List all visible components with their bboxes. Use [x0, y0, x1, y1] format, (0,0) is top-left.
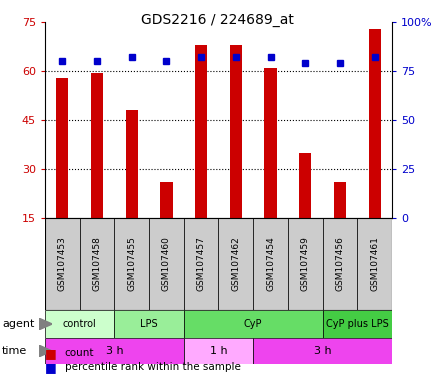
- Text: CyP: CyP: [243, 319, 262, 329]
- Text: ■: ■: [45, 347, 56, 360]
- Polygon shape: [39, 318, 52, 330]
- Bar: [149, 218, 184, 310]
- Bar: [253, 218, 287, 310]
- Bar: [299, 153, 311, 218]
- Text: percentile rank within the sample: percentile rank within the sample: [64, 362, 240, 372]
- Text: 1 h: 1 h: [209, 346, 227, 356]
- Bar: [56, 78, 68, 218]
- Bar: [91, 73, 103, 218]
- Bar: [45, 218, 79, 310]
- Text: GDS2216 / 224689_at: GDS2216 / 224689_at: [141, 13, 293, 27]
- Text: agent: agent: [2, 319, 34, 329]
- Text: GSM107460: GSM107460: [161, 237, 171, 291]
- Bar: [229, 45, 241, 218]
- Bar: [322, 218, 356, 310]
- Text: GSM107453: GSM107453: [58, 237, 67, 291]
- Bar: [45, 338, 184, 364]
- Text: GSM107459: GSM107459: [300, 237, 309, 291]
- Polygon shape: [39, 345, 52, 357]
- Text: 3 h: 3 h: [105, 346, 123, 356]
- Text: time: time: [2, 346, 27, 356]
- Bar: [333, 182, 345, 218]
- Text: GSM107454: GSM107454: [266, 237, 274, 291]
- Bar: [368, 28, 380, 218]
- Text: control: control: [62, 319, 96, 329]
- Bar: [160, 182, 172, 218]
- Bar: [322, 310, 391, 338]
- Text: count: count: [64, 348, 94, 358]
- Bar: [287, 218, 322, 310]
- Bar: [114, 218, 149, 310]
- Bar: [45, 310, 114, 338]
- Bar: [184, 218, 218, 310]
- Text: ■: ■: [45, 361, 56, 374]
- Bar: [356, 218, 391, 310]
- Bar: [79, 218, 114, 310]
- Bar: [218, 218, 253, 310]
- Text: GSM107462: GSM107462: [231, 237, 240, 291]
- Text: GSM107455: GSM107455: [127, 237, 136, 291]
- Text: CyP plus LPS: CyP plus LPS: [325, 319, 388, 329]
- Bar: [253, 338, 391, 364]
- Text: GSM107456: GSM107456: [335, 237, 344, 291]
- Text: GSM107458: GSM107458: [92, 237, 101, 291]
- Bar: [184, 310, 322, 338]
- Text: LPS: LPS: [140, 319, 158, 329]
- Bar: [114, 310, 184, 338]
- Bar: [264, 68, 276, 218]
- Bar: [125, 110, 138, 218]
- Bar: [184, 338, 253, 364]
- Text: 3 h: 3 h: [313, 346, 331, 356]
- Text: GSM107461: GSM107461: [369, 237, 378, 291]
- Bar: [194, 45, 207, 218]
- Text: GSM107457: GSM107457: [196, 237, 205, 291]
